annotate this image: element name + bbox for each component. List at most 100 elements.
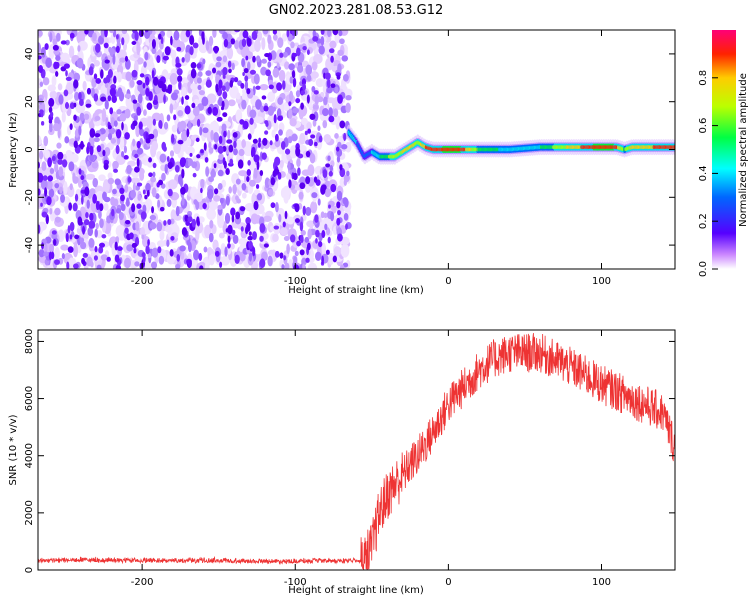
x-tick-label: 0 [445, 577, 451, 588]
noise-speckle [40, 178, 48, 190]
noise-speckle [69, 183, 73, 191]
noise-speckle [242, 30, 249, 39]
noise-speckle [340, 243, 350, 258]
noise-speckle [142, 82, 146, 89]
noise-speckle [181, 96, 184, 105]
noise-speckle [142, 189, 146, 195]
noise-speckle [167, 188, 173, 197]
noise-speckle [298, 104, 308, 117]
noise-speckle [336, 190, 343, 202]
noise-speckle [175, 62, 182, 68]
noise-speckle [208, 232, 214, 243]
noise-speckle [291, 70, 296, 79]
noise-speckle [243, 145, 254, 157]
noise-speckle [152, 171, 156, 178]
noise-speckle [223, 130, 227, 138]
noise-speckle [201, 96, 209, 107]
noise-speckle [171, 92, 178, 101]
noise-speckle [335, 146, 340, 152]
noise-speckle [170, 133, 175, 144]
noise-speckle [241, 38, 247, 47]
noise-speckle [89, 145, 94, 156]
noise-speckle [89, 122, 95, 130]
noise-speckle [242, 120, 249, 130]
noise-speckle [160, 36, 164, 45]
noise-speckle [38, 150, 44, 160]
noise-speckle [68, 45, 75, 59]
noise-speckle [227, 129, 231, 140]
noise-speckle [295, 98, 301, 104]
noise-speckle [305, 64, 313, 76]
noise-speckle [103, 203, 109, 211]
noise-speckle [313, 176, 318, 183]
noise-speckle [162, 55, 169, 61]
noise-speckle [129, 232, 134, 240]
noise-speckle [132, 99, 138, 104]
noise-speckle [230, 207, 236, 216]
y-tick-label: 20 [24, 95, 35, 108]
noise-speckle [152, 118, 156, 126]
noise-speckle [240, 226, 244, 232]
noise-speckle [256, 31, 263, 42]
noise-speckle [187, 241, 192, 253]
noise-speckle [315, 251, 322, 261]
noise-speckle [207, 106, 212, 115]
noise-speckle [157, 80, 164, 89]
noise-speckle [89, 188, 96, 196]
noise-speckle [176, 253, 181, 262]
noise-speckle [290, 234, 296, 243]
noise-speckle [317, 125, 321, 132]
snr-y-ticks: 0 2000 4000 6000 8000 [24, 329, 675, 573]
noise-speckle [325, 227, 331, 236]
noise-speckle [304, 236, 310, 243]
noise-speckle [87, 227, 94, 237]
noise-speckle [315, 237, 318, 244]
noise-speckle [246, 222, 251, 232]
noise-speckle [145, 245, 150, 255]
noise-speckle [72, 172, 76, 183]
noise-speckle [58, 229, 64, 240]
noise-speckle [315, 229, 320, 238]
noise-speckle [288, 63, 295, 71]
noise-speckle [54, 162, 59, 173]
noise-speckle [38, 138, 43, 146]
noise-speckle [217, 214, 225, 229]
noise-speckle [305, 206, 312, 216]
noise-speckle [244, 202, 255, 212]
colorbar: 0.0 0.2 0.4 0.6 0.8 Normalized spectral ampl… [698, 30, 749, 277]
noise-speckle [332, 255, 337, 263]
noise-speckle [231, 214, 235, 223]
noise-speckle [136, 147, 144, 155]
noise-speckle [259, 223, 266, 233]
noise-speckle [68, 202, 73, 211]
noise-speckle [103, 42, 109, 49]
colorbar-tick-label: 0.6 [698, 118, 709, 134]
noise-speckle [267, 34, 272, 45]
noise-speckle [206, 93, 217, 104]
noise-speckle [78, 98, 84, 107]
noise-speckle [200, 187, 203, 194]
noise-speckle [134, 255, 143, 264]
noise-speckle [199, 126, 203, 136]
noise-speckle [132, 138, 136, 147]
noise-speckle [100, 143, 105, 150]
noise-speckle [226, 139, 233, 144]
noise-speckle [112, 188, 117, 195]
noise-speckle [131, 177, 140, 184]
noise-speckle [171, 124, 178, 133]
noise-speckle [149, 222, 157, 230]
noise-speckle [278, 69, 286, 82]
noise-speckle [217, 169, 224, 177]
noise-speckle [208, 176, 214, 183]
noise-speckle [268, 84, 274, 90]
noise-speckle [139, 262, 144, 269]
noise-speckle [65, 76, 72, 81]
noise-speckle [98, 35, 105, 45]
noise-speckle [112, 160, 119, 170]
noise-speckle [324, 188, 332, 198]
noise-speckle [321, 230, 326, 239]
noise-speckle [54, 216, 61, 223]
noise-speckle [345, 141, 352, 153]
noise-speckle [272, 30, 278, 35]
